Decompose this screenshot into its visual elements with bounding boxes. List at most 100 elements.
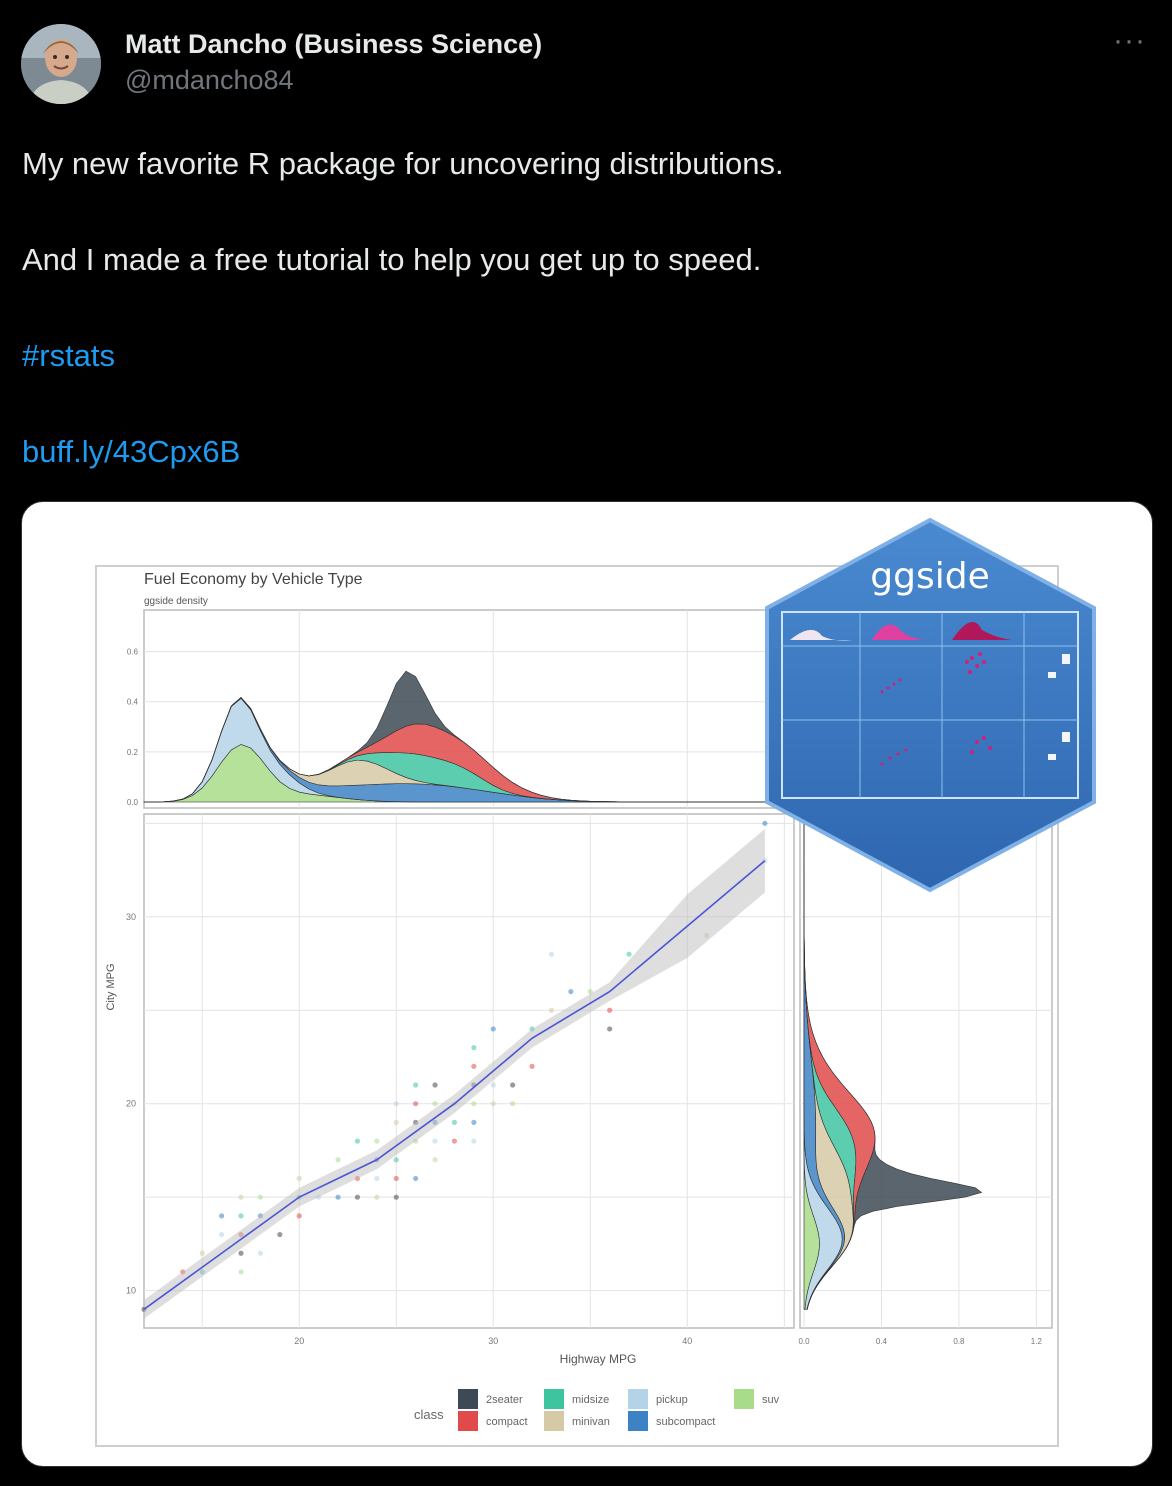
data-point	[257, 1250, 264, 1256]
data-point	[199, 1250, 205, 1256]
data-point	[393, 1119, 399, 1125]
data-point	[296, 1213, 302, 1219]
side-density-tick: 0.0	[798, 1337, 810, 1346]
legend-swatch-minivan	[544, 1411, 564, 1431]
data-point	[587, 988, 593, 995]
data-point	[238, 1250, 244, 1256]
trend-path	[143, 860, 766, 1310]
data-point	[393, 1157, 399, 1163]
chart-subtitle: ggside density	[144, 596, 208, 607]
data-point	[432, 1101, 438, 1107]
tweet-text-line1: My new favorite R package for uncovering…	[22, 146, 784, 181]
legend-label-2seater: 2seater	[486, 1394, 523, 1406]
data-point	[374, 1194, 380, 1200]
top-density-2seater	[143, 670, 785, 803]
data-point	[607, 1007, 613, 1013]
data-point	[432, 1157, 438, 1163]
trend-ribbon	[144, 828, 765, 1319]
data-point	[548, 951, 555, 957]
data-point	[354, 1138, 361, 1144]
data-point	[529, 1063, 535, 1069]
legend-swatch-subcompact	[628, 1411, 648, 1431]
data-point	[471, 1138, 477, 1144]
legend-label-midsize: midsize	[572, 1394, 609, 1406]
data-point	[471, 1063, 477, 1069]
top-density-tick: 0.4	[127, 698, 139, 707]
axis-labels: 20 30 40 10 20 30	[126, 912, 692, 1346]
legend-label-compact: compact	[486, 1416, 528, 1428]
legend-swatch-suv	[734, 1389, 754, 1409]
top-density-tick: 0.0	[127, 798, 139, 807]
data-point	[413, 1082, 419, 1088]
data-point	[413, 1101, 419, 1107]
y-tick-label: 10	[126, 1286, 136, 1296]
data-point	[451, 1119, 458, 1125]
y-axis-title: City MPG	[105, 963, 117, 1010]
avatar-photo	[21, 24, 101, 104]
tweet-media-image[interactable]: 0.0 0.2 0.4 0.6 0.0 0.4 0.8 1.2 20 30 40 10 20 30 F…	[21, 501, 1153, 1467]
top-density-tick: 0.6	[127, 648, 139, 657]
data-point	[490, 1026, 496, 1032]
more-horizontal-icon[interactable]: ···	[1113, 24, 1146, 57]
side-density-tick: 1.2	[1031, 1337, 1043, 1346]
data-point	[548, 1007, 555, 1013]
badge-title: ggside	[870, 556, 989, 597]
author-block: Matt Dancho (Business Science) @mdancho8…	[125, 26, 542, 98]
data-point	[374, 1138, 380, 1144]
data-point	[510, 1101, 516, 1107]
tweet-text-line2: And I made a free tutorial to help you g…	[22, 242, 762, 277]
side-density-2seater	[803, 823, 983, 1310]
data-point	[762, 820, 768, 826]
data-point	[238, 1269, 244, 1275]
data-point	[393, 1175, 399, 1182]
data-point	[490, 1082, 496, 1088]
legend-label-suv: suv	[762, 1394, 780, 1406]
legend-label-minivan: minivan	[572, 1416, 610, 1428]
url-link[interactable]: buff.ly/43Cpx6B	[22, 434, 241, 469]
data-point	[277, 1231, 283, 1238]
y-tick-label: 30	[126, 912, 136, 922]
side-density-tick: 0.8	[953, 1337, 965, 1346]
data-point	[432, 1138, 438, 1144]
data-point	[413, 1175, 419, 1182]
data-point	[510, 1082, 516, 1088]
chart-figure: 0.0 0.2 0.4 0.6 0.0 0.4 0.8 1.2 20 30 40 10 20 30 F…	[95, 517, 1096, 1447]
author-avatar[interactable]	[21, 24, 101, 104]
legend-label-subcompact: subcompact	[656, 1416, 715, 1428]
chart-title: Fuel Economy by Vehicle Type	[144, 571, 363, 588]
data-point	[219, 1213, 225, 1219]
legend-label-pickup: pickup	[656, 1394, 688, 1406]
side-density-areas	[803, 823, 983, 1310]
hashtag-link[interactable]: #rstats	[22, 338, 116, 373]
legend-title: class	[414, 1407, 444, 1422]
data-point	[471, 1119, 477, 1125]
data-point	[607, 1026, 613, 1032]
legend-swatch-pickup	[628, 1389, 648, 1409]
data-point	[296, 1175, 302, 1182]
data-point	[219, 1231, 225, 1238]
x-tick-label: 40	[682, 1336, 692, 1346]
data-point	[374, 1175, 380, 1182]
y-tick-label: 20	[126, 1099, 136, 1109]
x-tick-label: 30	[488, 1336, 498, 1346]
data-point	[471, 1101, 477, 1107]
x-tick-label: 20	[294, 1336, 304, 1346]
legend-swatch-compact	[458, 1411, 478, 1431]
author-handle[interactable]: @mdancho84	[125, 65, 294, 95]
data-point	[335, 1157, 341, 1163]
data-point	[335, 1194, 341, 1200]
data-point	[432, 1082, 438, 1088]
data-point	[354, 1194, 361, 1200]
data-point	[451, 1138, 458, 1144]
data-point	[490, 1101, 496, 1107]
data-point	[238, 1194, 244, 1200]
ggside-hex-badge: ggside	[765, 517, 1096, 893]
data-point	[471, 1045, 477, 1051]
data-point	[393, 1101, 399, 1107]
author-name[interactable]: Matt Dancho (Business Science)	[125, 29, 543, 59]
legend-swatch-2seater	[458, 1389, 478, 1409]
data-point	[568, 988, 574, 995]
legend-swatch-midsize	[544, 1389, 564, 1409]
data-point	[238, 1213, 244, 1219]
side-density-tick: 0.4	[876, 1337, 888, 1346]
